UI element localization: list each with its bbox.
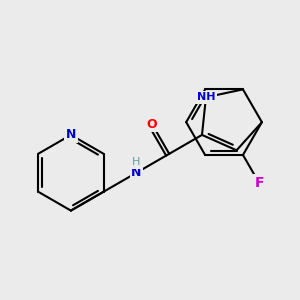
Text: F: F [254, 176, 264, 190]
Text: N: N [131, 166, 142, 179]
Text: H: H [132, 157, 141, 167]
Text: O: O [147, 118, 158, 131]
Text: NH: NH [197, 92, 215, 102]
Text: N: N [66, 128, 76, 141]
